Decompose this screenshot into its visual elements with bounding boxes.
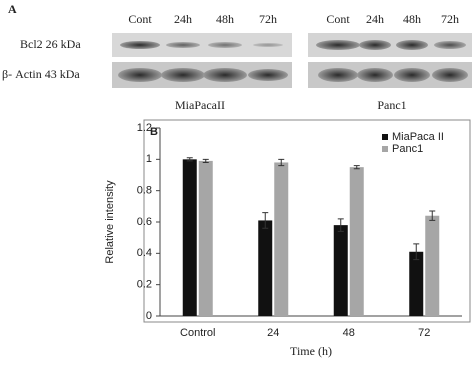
error-bar [429, 210, 436, 221]
legend-swatch [382, 134, 388, 140]
column-label: 48h [403, 12, 421, 26]
legend-swatch [382, 146, 388, 152]
blot-band [253, 43, 283, 47]
column-label: 72h [259, 12, 277, 26]
column-label: 24h [174, 12, 192, 26]
blot-band [396, 40, 428, 50]
blot-band [316, 40, 360, 50]
blot-band [166, 42, 200, 48]
error-bar [353, 165, 360, 170]
blot-band [208, 42, 242, 48]
bar [258, 220, 273, 316]
panel-label: B [150, 126, 158, 138]
blot-band [248, 69, 288, 81]
blot-band [118, 68, 162, 82]
group-label: Panc1 [377, 98, 406, 112]
y-tick-label: 0.4 [137, 247, 152, 259]
blot-band [359, 40, 391, 50]
blot-band [434, 41, 466, 49]
error-bar [337, 218, 344, 232]
blot-band [120, 41, 160, 49]
error-bar [278, 158, 285, 167]
column-label: 48h [216, 12, 234, 26]
y-tick-label: 0 [146, 310, 152, 322]
legend-label: MiaPaca II [392, 131, 444, 143]
bar [274, 162, 289, 316]
column-label: 72h [441, 12, 459, 26]
bar [333, 225, 348, 316]
x-tick-label: 48 [343, 327, 355, 339]
error-bar [186, 157, 193, 162]
row-label: β- Actin 43 kDa [2, 67, 80, 81]
bar [425, 215, 440, 316]
x-tick-label: Control [180, 327, 215, 339]
legend-label: Panc1 [392, 143, 423, 155]
blot-band [161, 68, 205, 82]
bar [409, 251, 424, 316]
group-label: MiaPacaII [175, 98, 225, 112]
bar [349, 167, 364, 316]
panel-label: A [8, 2, 17, 16]
x-tick-label: 72 [418, 327, 430, 339]
y-tick-label: 0.8 [137, 185, 152, 197]
column-label: Cont [326, 12, 350, 26]
y-tick-label: 0.2 [137, 279, 152, 291]
column-label: 24h [366, 12, 384, 26]
bar [182, 159, 197, 316]
y-tick-label: 0.6 [137, 216, 152, 228]
blot-band [318, 68, 358, 82]
row-label: Bcl2 26 kDa [20, 37, 81, 51]
blot-band [394, 68, 430, 82]
y-tick-label: 1 [146, 153, 152, 165]
bar [198, 160, 213, 316]
blot-band [357, 68, 393, 82]
error-bar [413, 243, 420, 261]
x-tick-label: 24 [267, 327, 279, 339]
column-label: Cont [128, 12, 152, 26]
blot-band [203, 68, 247, 82]
error-bar [262, 212, 269, 229]
error-bar [202, 158, 209, 163]
blot-band [432, 68, 468, 82]
chart-frame [143, 119, 471, 323]
y-tick-label: 1.2 [137, 122, 152, 134]
y-axis-title: Relative intensity [104, 180, 116, 264]
x-axis-title: Time (h) [290, 344, 332, 358]
